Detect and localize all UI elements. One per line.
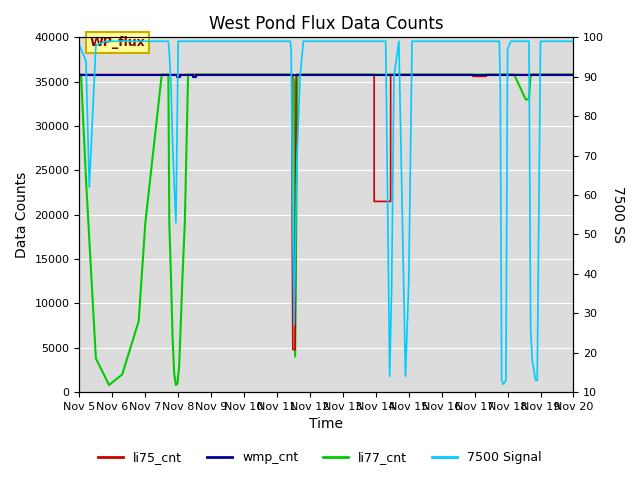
Title: West Pond Flux Data Counts: West Pond Flux Data Counts xyxy=(209,15,444,33)
Y-axis label: 7500 SS: 7500 SS xyxy=(611,186,625,243)
X-axis label: Time: Time xyxy=(309,418,344,432)
Legend: li75_cnt, wmp_cnt, li77_cnt, 7500 Signal: li75_cnt, wmp_cnt, li77_cnt, 7500 Signal xyxy=(93,446,547,469)
Y-axis label: Data Counts: Data Counts xyxy=(15,172,29,258)
Text: WP_flux: WP_flux xyxy=(90,36,145,49)
